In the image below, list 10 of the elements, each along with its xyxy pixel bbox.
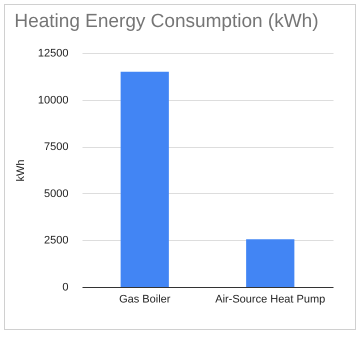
y-tick-label: 0: [62, 282, 68, 294]
x-tick-label: Gas Boiler: [119, 294, 171, 306]
y-tick-label: 5000: [44, 188, 68, 200]
y-tick-label: 10000: [38, 94, 68, 106]
y-tick-label: 7500: [44, 141, 68, 154]
y-axis-title: kWh: [14, 160, 27, 182]
y-tick-label: 12500: [38, 48, 68, 60]
y-tick-label: 2500: [44, 234, 68, 247]
chart-title: Heating Energy Consumption (kWh): [14, 11, 319, 32]
x-tick-label: Air-Source Heat Pump: [215, 294, 326, 306]
